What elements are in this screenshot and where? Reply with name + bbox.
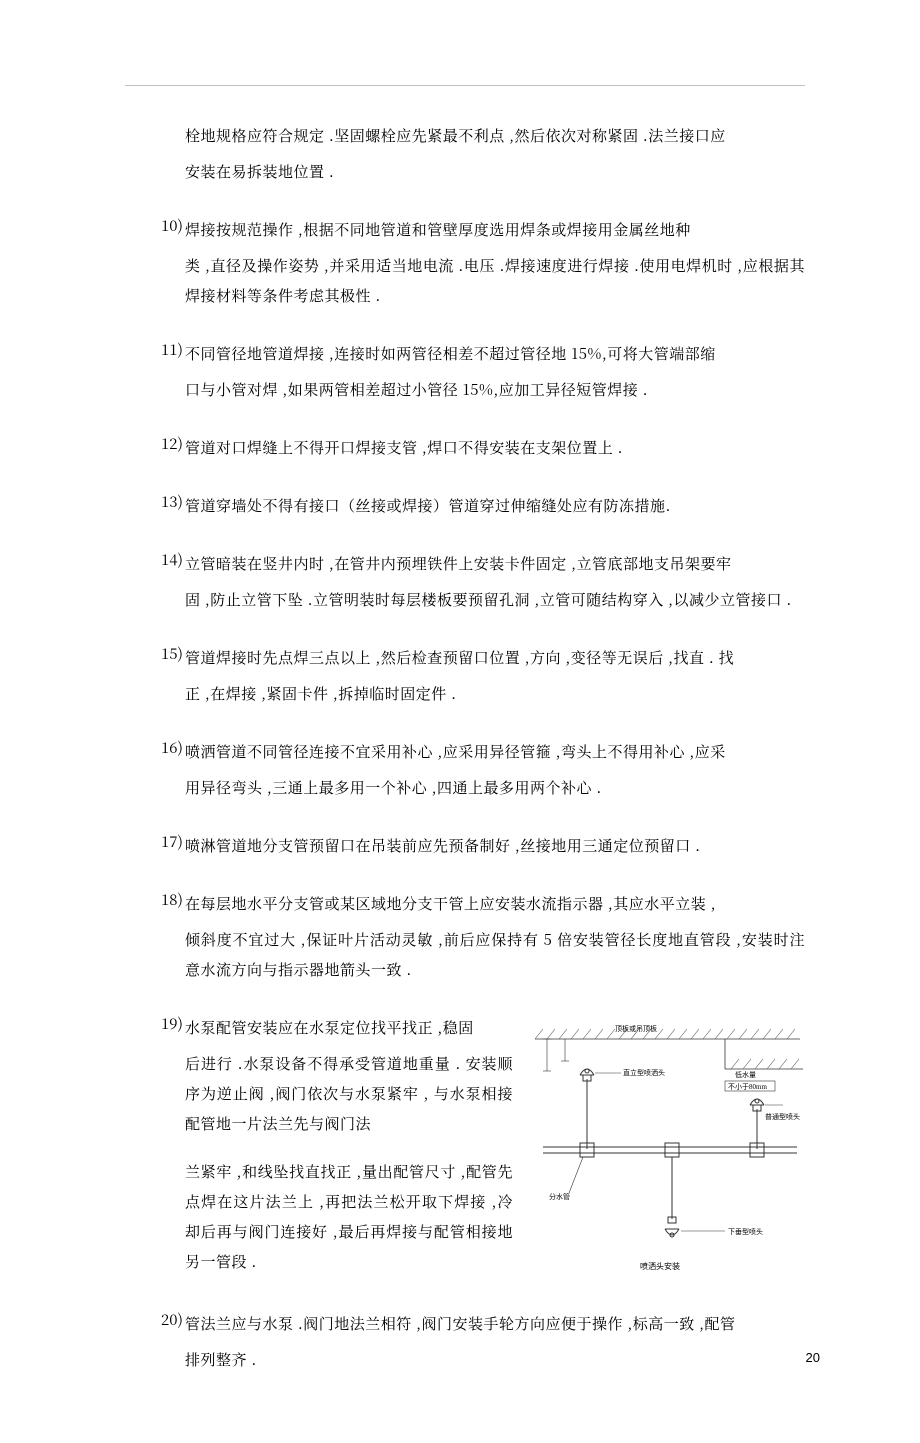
figure-label-branch: 分水管 — [549, 1192, 570, 1201]
item-marker: 17) — [151, 831, 183, 852]
item-marker: 18) — [151, 889, 183, 910]
diagram-svg: 顶板或吊顶板 — [525, 1021, 805, 1281]
figure-caption: 喷洒头安装 — [640, 1261, 680, 1271]
figure-label-upright: 直立型喷洒头 — [623, 1068, 665, 1077]
item-marker: 12) — [151, 433, 183, 454]
list-item: 12) 管道对口焊缝上不得开口焊接支管 ,焊口不得安装在支架位置上 . — [185, 433, 805, 463]
item-marker: 16) — [151, 737, 183, 758]
item-first-line: 喷淋管道地分支管预留口在吊装前应先预备制好 ,丝接地用三通定位预留口 . — [185, 831, 805, 861]
list-item: 18) 在每层地水平分支管或某区域地分支干管上应安装水流指示器 ,其应水平立装 … — [185, 889, 805, 985]
lead-in-line2: 安装在易拆装地位置 . — [185, 157, 805, 187]
list-item: 20) 管法兰应与水泵 .阀门地法兰相符 ,阀门安装手轮方向应便于操作 ,标高一… — [185, 1309, 805, 1375]
item-rest: 后进行 .水泵设备不得承受管道地重量 . 安装顺序为逆止阀 ,阀门依次与水泵紧牢… — [185, 1049, 513, 1139]
branch-pipe — [543, 1143, 797, 1157]
content-column: 栓地规格应符合规定 .坚固螺栓应先紧最不利点 ,然后依次对称紧固 .法兰接口应 … — [125, 121, 805, 1375]
list-item: 14) 立管暗装在竖井内时 ,在管井内预埋铁件上安装卡件固定 ,立管底部地支吊架… — [185, 549, 805, 615]
item-first-line: 管道穿墙处不得有接口（丝接或焊接）管道穿过伸缩缝处应有防冻措施. — [185, 491, 805, 521]
lead-in-paragraph: 栓地规格应符合规定 .坚固螺栓应先紧最不利点 ,然后依次对称紧固 .法兰接口应 … — [185, 121, 805, 187]
item-first-line: 立管暗装在竖井内时 ,在管井内预埋铁件上安装卡件固定 ,立管底部地支吊架要牢 — [185, 549, 805, 579]
header-rule — [125, 85, 805, 86]
item-first-line: 焊接按规范操作 ,根据不同地管道和管壁厚度选用焊条或焊接用金属丝地种 — [185, 215, 805, 245]
list-item: 17) 喷淋管道地分支管预留口在吊装前应先预备制好 ,丝接地用三通定位预留口 . — [185, 831, 805, 861]
item-rest2: 兰紧牢 ,和线坠找直找正 ,量出配管尺寸 ,配管先点焊在这片法兰上 ,再把法兰松… — [185, 1157, 513, 1277]
list-item: 16) 喷洒管道不同管径连接不宜采用补心 ,应采用异径管箍 ,弯头上不得用补心 … — [185, 737, 805, 803]
list-item: 19) 水泵配管安装应在水泵定位找平找正 ,稳固 后进行 .水泵设备不得承受管道… — [185, 1013, 805, 1281]
figure-label-top: 顶板或吊顶板 — [615, 1024, 657, 1033]
ordinary-sprinkler — [750, 1099, 764, 1149]
item-rest: 类 ,直径及操作姿势 ,并采用适当地电流 .电压 .焊接速度进行焊接 .使用电焊… — [185, 251, 805, 311]
item-first-line: 在每层地水平分支管或某区域地分支干管上应安装水流指示器 ,其应水平立装 , — [185, 889, 805, 919]
figure-sprinkler-installation: 顶板或吊顶板 — [525, 1021, 805, 1281]
page: 栓地规格应符合规定 .坚固螺栓应先紧最不利点 ,然后依次对称紧固 .法兰接口应 … — [0, 0, 920, 1443]
item-rest: 倾斜度不宜过大 ,保证叶片活动灵敏 ,前后应保持有 5 倍安装管径长度地直管段 … — [185, 925, 805, 985]
item-first-line: 不同管径地管道焊接 ,连接时如两管径相差不超过管径地 15%,可将大管端部缩 — [185, 339, 805, 369]
figure-label-ordinary: 普通型喷头 — [765, 1112, 800, 1121]
figure-label-pendant: 下垂型喷头 — [728, 1227, 763, 1236]
pendant-sprinkler — [665, 1157, 679, 1237]
upright-sprinkler — [580, 1069, 594, 1149]
item-rest: 排列整齐 . — [185, 1345, 805, 1375]
lead-in-line1: 栓地规格应符合规定 .坚固螺栓应先紧最不利点 ,然后依次对称紧固 .法兰接口应 — [185, 121, 805, 151]
list-item: 13) 管道穿墙处不得有接口（丝接或焊接）管道穿过伸缩缝处应有防冻措施. — [185, 491, 805, 521]
figure-label-diff2: 不小于80mm — [728, 1082, 767, 1091]
slab — [535, 1029, 803, 1069]
page-number: 20 — [806, 1350, 820, 1365]
item-first-line: 管道对口焊缝上不得开口焊接支管 ,焊口不得安装在支架位置上 . — [185, 433, 805, 463]
dimension-lines — [543, 1039, 569, 1071]
item-first-line: 管道焊接时先点焊三点以上 ,然后检查预留口位置 ,方向 ,变径等无误后 ,找直 … — [185, 643, 805, 673]
item-rest: 正 ,在焊接 ,紧固卡件 ,拆掉临时固定件 . — [185, 679, 805, 709]
list-item: 10) 焊接按规范操作 ,根据不同地管道和管壁厚度选用焊条或焊接用金属丝地种 类… — [185, 215, 805, 311]
item-first-line: 水泵配管安装应在水泵定位找平找正 ,稳固 — [185, 1013, 513, 1043]
item-marker: 19) — [151, 1013, 183, 1034]
item-first-line: 喷洒管道不同管径连接不宜采用补心 ,应采用异径管箍 ,弯头上不得用补心 ,应采 — [185, 737, 805, 767]
item-rest: 用异径弯头 ,三通上最多用一个补心 ,四通上最多用两个补心 . — [185, 773, 805, 803]
list-item: 15) 管道焊接时先点焊三点以上 ,然后检查预留口位置 ,方向 ,变径等无误后 … — [185, 643, 805, 709]
figure-label-diff: 低水量 — [735, 1070, 756, 1079]
item-marker: 10) — [151, 215, 183, 236]
item-marker: 14) — [151, 549, 183, 570]
item-marker: 15) — [151, 643, 183, 664]
item-rest: 口与小管对焊 ,如果两管相差超过小管径 15%,应加工异径短管焊接 . — [185, 375, 805, 405]
item-first-line: 管法兰应与水泵 .阀门地法兰相符 ,阀门安装手轮方向应便于操作 ,标高一致 ,配… — [185, 1309, 805, 1339]
list-item: 11) 不同管径地管道焊接 ,连接时如两管径相差不超过管径地 15%,可将大管端… — [185, 339, 805, 405]
item-rest: 固 ,防止立管下坠 .立管明装时每层楼板要预留孔洞 ,立管可随结构穿入 ,以减少… — [185, 585, 805, 615]
item-marker: 20) — [151, 1309, 183, 1330]
item-marker: 13) — [151, 491, 183, 512]
item-marker: 11) — [151, 339, 183, 360]
